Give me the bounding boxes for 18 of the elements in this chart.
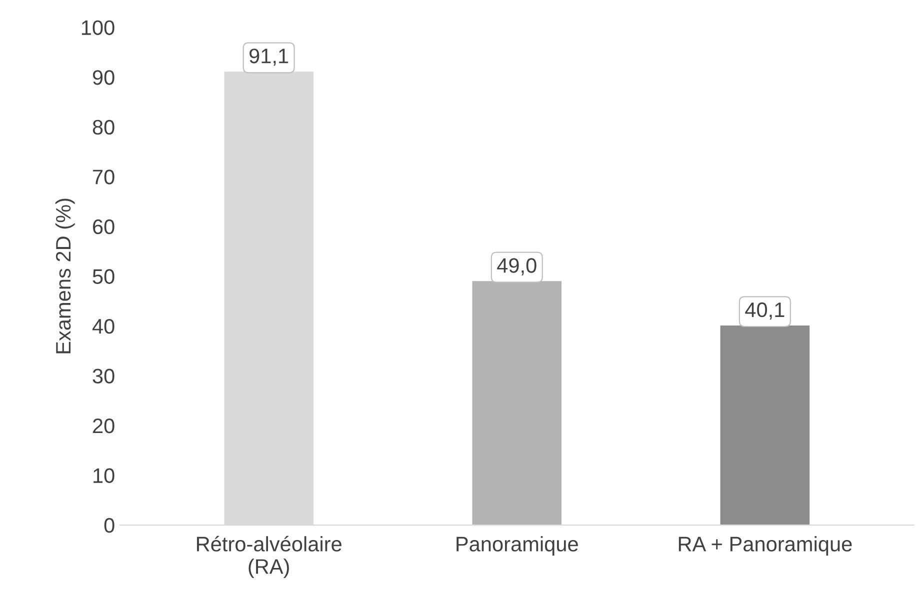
x-tick-label: RA + Panoramique [678, 536, 852, 556]
y-tick-label: 30 [92, 368, 114, 384]
y-tick-label: 80 [92, 120, 114, 135]
data-label: 49,0 [497, 258, 536, 276]
y-tick-label: 100 [82, 20, 114, 36]
y-tick-label: 50 [92, 269, 114, 284]
y-tick-label: 90 [92, 70, 114, 85]
y-tick-label: 0 [104, 518, 114, 533]
y-tick-label: 40 [92, 318, 114, 334]
y-axis-title: Examens 2D (%) [55, 198, 75, 354]
data-label: 91,1 [250, 48, 288, 66]
data-label: 40,1 [745, 302, 784, 320]
y-tick-label: 70 [93, 170, 114, 184]
x-tick-label: Panoramique [456, 536, 578, 556]
y-tick-label: 60 [93, 219, 114, 234]
y-tick-label: 10 [94, 468, 114, 484]
x-tick-label: Rétro-alvéolaire (RA) [197, 536, 342, 578]
y-tick-label: 20 [93, 418, 114, 434]
